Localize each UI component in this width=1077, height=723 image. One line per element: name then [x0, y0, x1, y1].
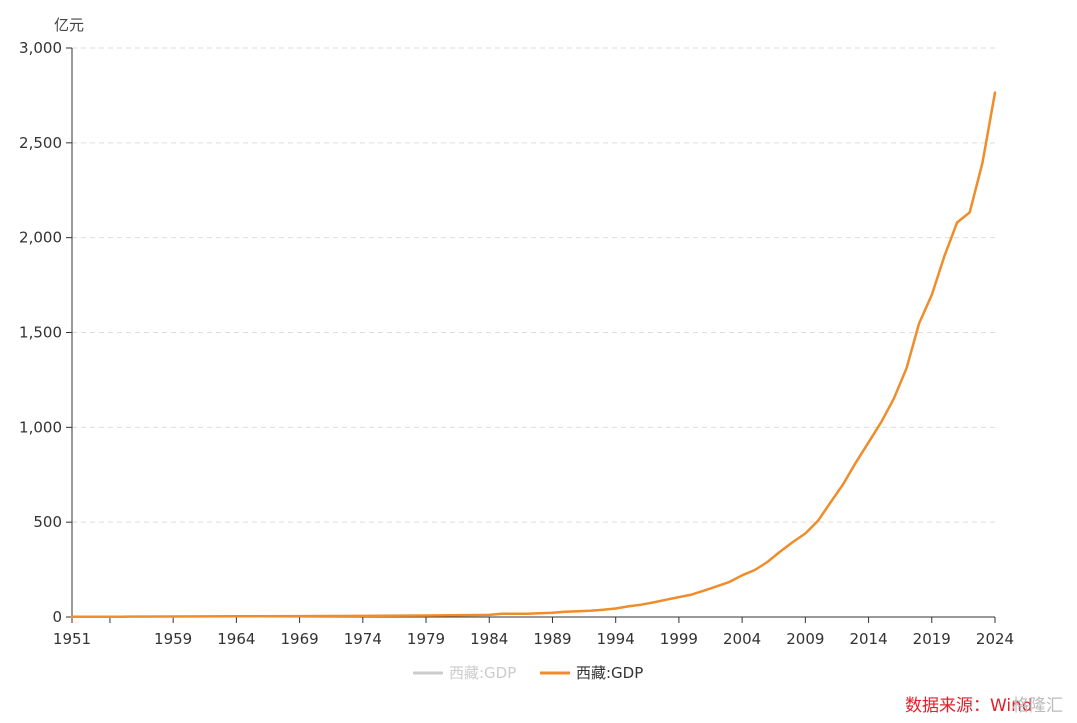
- legend-item-inactive[interactable]: 西藏:GDP: [413, 664, 516, 682]
- legend-label-inactive: 西藏:GDP: [449, 664, 516, 682]
- x-tick-label: 1984: [470, 630, 508, 648]
- y-tick-label: 2,500: [19, 134, 62, 152]
- legend-label-active: 西藏:GDP: [576, 664, 643, 682]
- x-tick-label: 1969: [280, 630, 318, 648]
- watermark-text: 格隆汇: [1012, 696, 1063, 716]
- legend-item-active[interactable]: 西藏:GDP: [540, 664, 643, 682]
- x-tick-label: 1974: [344, 630, 382, 648]
- y-tick-label: 0: [52, 608, 62, 626]
- x-tick-label: 1951: [53, 630, 91, 648]
- data-source-name: Wind: [990, 696, 1033, 716]
- data-source-label: 数据来源：Wind: [905, 696, 1033, 716]
- y-tick-label: 2,000: [19, 229, 62, 247]
- x-tick-label: 1994: [597, 630, 635, 648]
- x-tick-label: 2019: [913, 630, 951, 648]
- x-tick-label: 2014: [849, 630, 887, 648]
- x-tick-label: 2024: [976, 630, 1014, 648]
- series-layer: [70, 91, 997, 619]
- x-tick-label: 1964: [217, 630, 255, 648]
- x-tick-label: 1989: [533, 630, 571, 648]
- data-source-prefix: 数据来源：: [905, 696, 990, 716]
- grid-lines: [72, 47, 995, 523]
- x-axis: 1951 1959 1964 1969 1974 1979 1984 1989 1994 1999…: [53, 616, 1014, 648]
- x-tick-label: 2009: [786, 630, 824, 648]
- y-tick-label: 3,000: [19, 39, 62, 57]
- x-tick-label: 1979: [407, 630, 445, 648]
- y-tick-label: 1,000: [19, 418, 62, 436]
- y-tick-label: 1,500: [19, 324, 62, 342]
- x-tick-label: 1999: [660, 630, 698, 648]
- legend[interactable]: 西藏:GDP 西藏:GDP: [413, 664, 643, 682]
- y-tick-label: 500: [33, 513, 62, 531]
- series-line-gdp: [70, 91, 997, 619]
- x-tick-label: 2004: [723, 630, 761, 648]
- y-axis-unit-label: 亿元: [54, 16, 84, 34]
- y-axis: 0 500 1,000 1,500 2,000 2,500 3,000: [19, 39, 73, 626]
- x-tick-label: 1959: [154, 630, 192, 648]
